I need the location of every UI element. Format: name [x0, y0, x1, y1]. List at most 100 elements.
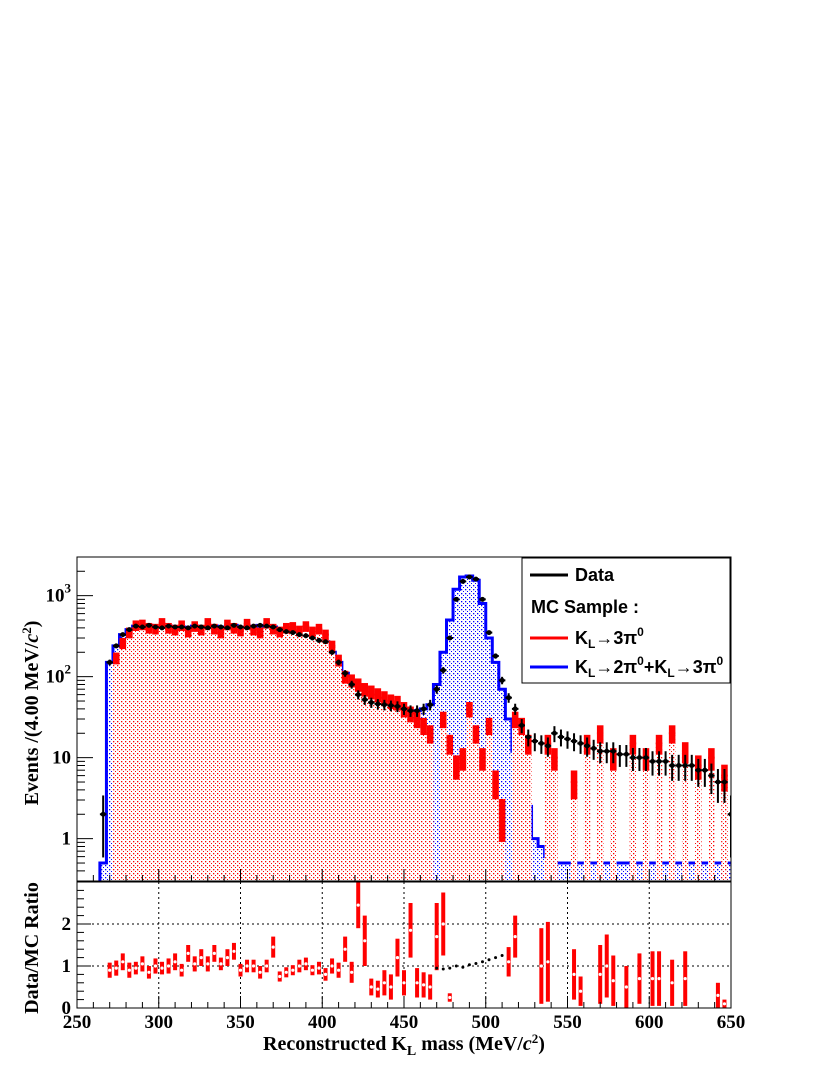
data-point [728, 811, 731, 817]
ratio-point [310, 968, 315, 972]
data-point [139, 624, 145, 630]
mc-3pi0-error-band [426, 725, 434, 744]
mc-3pi0-error-band [498, 798, 506, 842]
data-points [99, 574, 731, 858]
data-point [682, 762, 688, 768]
data-point [532, 738, 538, 744]
mc-3pi0-error-band [629, 734, 637, 755]
data-point [663, 758, 669, 764]
data-point [493, 653, 499, 659]
ratio-point [670, 981, 674, 985]
ratio-point [539, 964, 543, 968]
ratio-y-tick-label: 1 [62, 956, 72, 977]
data-point [368, 699, 374, 705]
ratio-point [278, 974, 282, 979]
data-point [192, 623, 198, 629]
data-point [676, 762, 682, 768]
ratio-point [598, 972, 602, 977]
ratio-y-tick-label: 2 [62, 914, 72, 935]
data-point [453, 596, 459, 602]
x-tick-label: 400 [308, 1012, 337, 1033]
data-point [565, 736, 570, 742]
ratio-point [356, 903, 360, 907]
ratio-point-dot [435, 966, 439, 970]
data-point [231, 622, 237, 628]
data-point [636, 755, 642, 761]
x-tick-label: 600 [635, 1012, 664, 1033]
data-point [447, 635, 453, 641]
data-point [525, 734, 531, 740]
mc-3pi0-error-band [479, 748, 486, 771]
ratio-point [245, 964, 249, 968]
data-point [146, 622, 152, 628]
ratio-point-dot [441, 967, 445, 971]
data-point [538, 740, 544, 746]
mc-3pi0-error-band [655, 734, 663, 755]
ratio-point [108, 968, 112, 972]
x-tick-label: 500 [472, 1012, 501, 1033]
ratio-point [323, 972, 328, 977]
mc-3pi0-error-band [453, 755, 460, 780]
ratio-point [343, 947, 347, 951]
data-point [591, 745, 597, 751]
ratio-point [422, 983, 426, 987]
ratio-point [166, 964, 171, 968]
ratio-point [147, 970, 151, 974]
mc-3pi0-error-band [681, 742, 689, 764]
data-point [100, 811, 106, 817]
mc-3pi0-error-band [472, 725, 480, 744]
data-point [290, 630, 296, 636]
x-tick-label: 650 [717, 1012, 746, 1033]
data-point [211, 623, 217, 629]
ratio-point [297, 964, 301, 968]
ratio-point [389, 985, 393, 989]
ratio-point [363, 939, 367, 943]
legend-box [521, 557, 731, 684]
data-point [238, 624, 243, 630]
ratio-point [448, 995, 452, 1000]
data-point [630, 755, 636, 761]
ratio-point [605, 964, 609, 968]
data-point [120, 632, 126, 638]
ratio-point [624, 985, 628, 989]
data-point [486, 630, 492, 636]
mc-3pi0-error-band [708, 748, 715, 771]
data-point [277, 627, 283, 633]
x-tick-label: 450 [390, 1012, 419, 1033]
top-y-axis-title: Events /(4.00 MeV/c2) [19, 621, 43, 806]
ratio-point [369, 985, 373, 989]
x-axis-title: Reconstructed KL mass (MeV/c2) [263, 1031, 545, 1059]
data-point [578, 740, 584, 746]
ratio-point [186, 951, 190, 956]
mc-3pi0-error-band [492, 770, 499, 800]
top-panel: 1 10 102 103 Events /(4.00 MeV/c2) Data MC S… [19, 556, 732, 882]
x-tick-label: 250 [63, 1012, 92, 1033]
data-point [205, 625, 211, 631]
ratio-point [180, 968, 184, 972]
ratio-grid [77, 882, 731, 1008]
legend-label: MC Sample : [531, 597, 639, 617]
ratio-point [376, 987, 380, 991]
data-point [270, 624, 276, 630]
data-point [656, 758, 662, 764]
mc-3pi0-error-band [668, 725, 676, 744]
data-point [375, 701, 381, 707]
data-point [179, 624, 185, 630]
data-point [512, 706, 518, 712]
data-point [558, 734, 564, 740]
data-point [198, 624, 204, 630]
ratio-point [546, 960, 550, 964]
data-point [427, 702, 433, 708]
data-point [113, 643, 119, 649]
legend: Data MC Sample : KL→3π0 KL→2π0+KL→3π0 [521, 557, 731, 684]
data-point [434, 686, 440, 692]
data-point [394, 703, 400, 709]
ratio-point [304, 962, 308, 966]
ratio-point [716, 993, 720, 998]
mc-3pi0-error-band [459, 748, 467, 771]
legend-label: Data [575, 565, 615, 585]
x-tick-label: 550 [553, 1012, 582, 1033]
ratio-point [435, 935, 439, 939]
ratio-point [206, 962, 210, 966]
